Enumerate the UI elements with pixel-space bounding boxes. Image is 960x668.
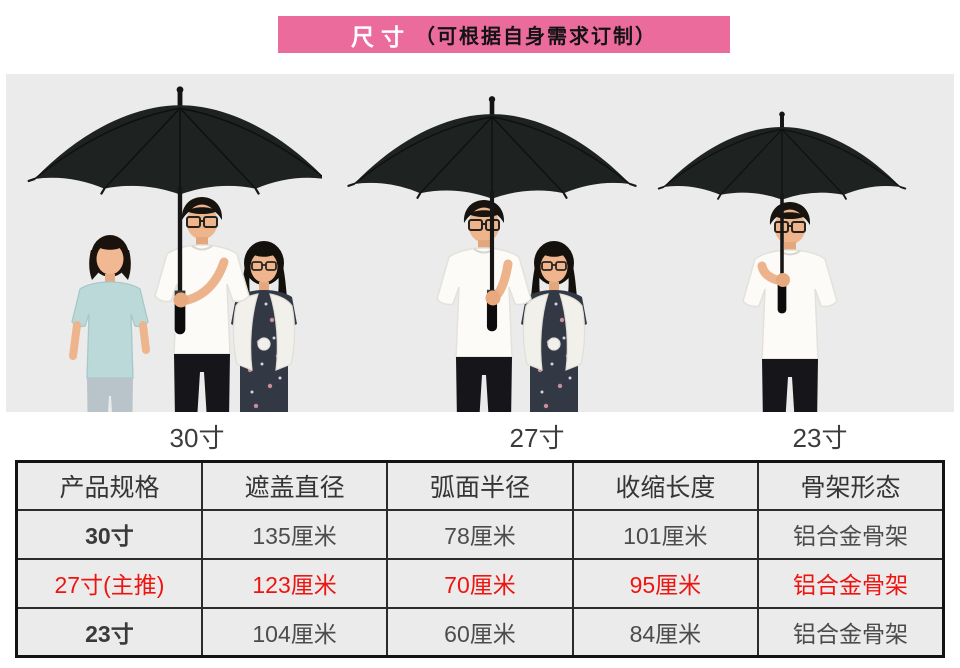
spec-cell: 30寸 [15, 508, 203, 560]
value-cell: 78厘米 [386, 508, 574, 560]
photo-23-inch [638, 74, 954, 412]
table-row-30: 30寸 135厘米 78厘米 101厘米 铝合金骨架 [15, 508, 945, 560]
banner-note: （可根据自身需求订制） [415, 26, 657, 48]
value-cell: 104厘米 [200, 606, 389, 658]
header-arc-radius: 弧面半径 [386, 460, 574, 511]
table-row-27-highlight: 27寸(主推) 123厘米 70厘米 95厘米 铝合金骨架 [15, 557, 945, 609]
size-banner: 尺寸 （可根据自身需求订制） [278, 16, 730, 53]
spec-cell: 23寸 [15, 606, 203, 658]
value-cell: 铝合金骨架 [757, 508, 945, 560]
value-cell: 84厘米 [571, 606, 760, 658]
value-cell: 60厘米 [386, 606, 574, 658]
header-cover-diameter: 遮盖直径 [200, 460, 389, 511]
umbrella-30-illustration [6, 74, 322, 412]
value-cell: 铝合金骨架 [757, 606, 945, 658]
umbrella-27-illustration [322, 74, 638, 412]
banner-title: 尺寸 [351, 23, 411, 50]
photo-30-inch [6, 74, 322, 412]
value-cell: 123厘米 [200, 557, 389, 609]
table-row-23: 23寸 104厘米 60厘米 84厘米 铝合金骨架 [15, 606, 945, 658]
value-cell: 95厘米 [571, 557, 760, 609]
size-label-23: 23寸 [792, 423, 848, 453]
photo-strip [6, 74, 954, 412]
header-closed-length: 收缩长度 [571, 460, 760, 511]
umbrella-23-illustration [656, 109, 908, 412]
size-label-30: 30寸 [169, 423, 225, 453]
value-cell: 101厘米 [571, 508, 760, 560]
value-cell: 70厘米 [386, 557, 574, 609]
header-product-spec: 产品规格 [15, 460, 203, 511]
value-cell: 135厘米 [200, 508, 389, 560]
value-cell: 铝合金骨架 [757, 557, 945, 609]
spec-table: 产品规格 遮盖直径 弧面半径 收缩长度 骨架形态 30寸 135厘米 78厘米 … [15, 460, 945, 658]
spec-cell: 27寸(主推) [15, 557, 203, 609]
size-label-27: 27寸 [509, 423, 565, 453]
header-frame-type: 骨架形态 [757, 460, 945, 511]
photo-27-inch [322, 74, 638, 412]
spec-table-header-row: 产品规格 遮盖直径 弧面半径 收缩长度 骨架形态 [15, 460, 945, 511]
